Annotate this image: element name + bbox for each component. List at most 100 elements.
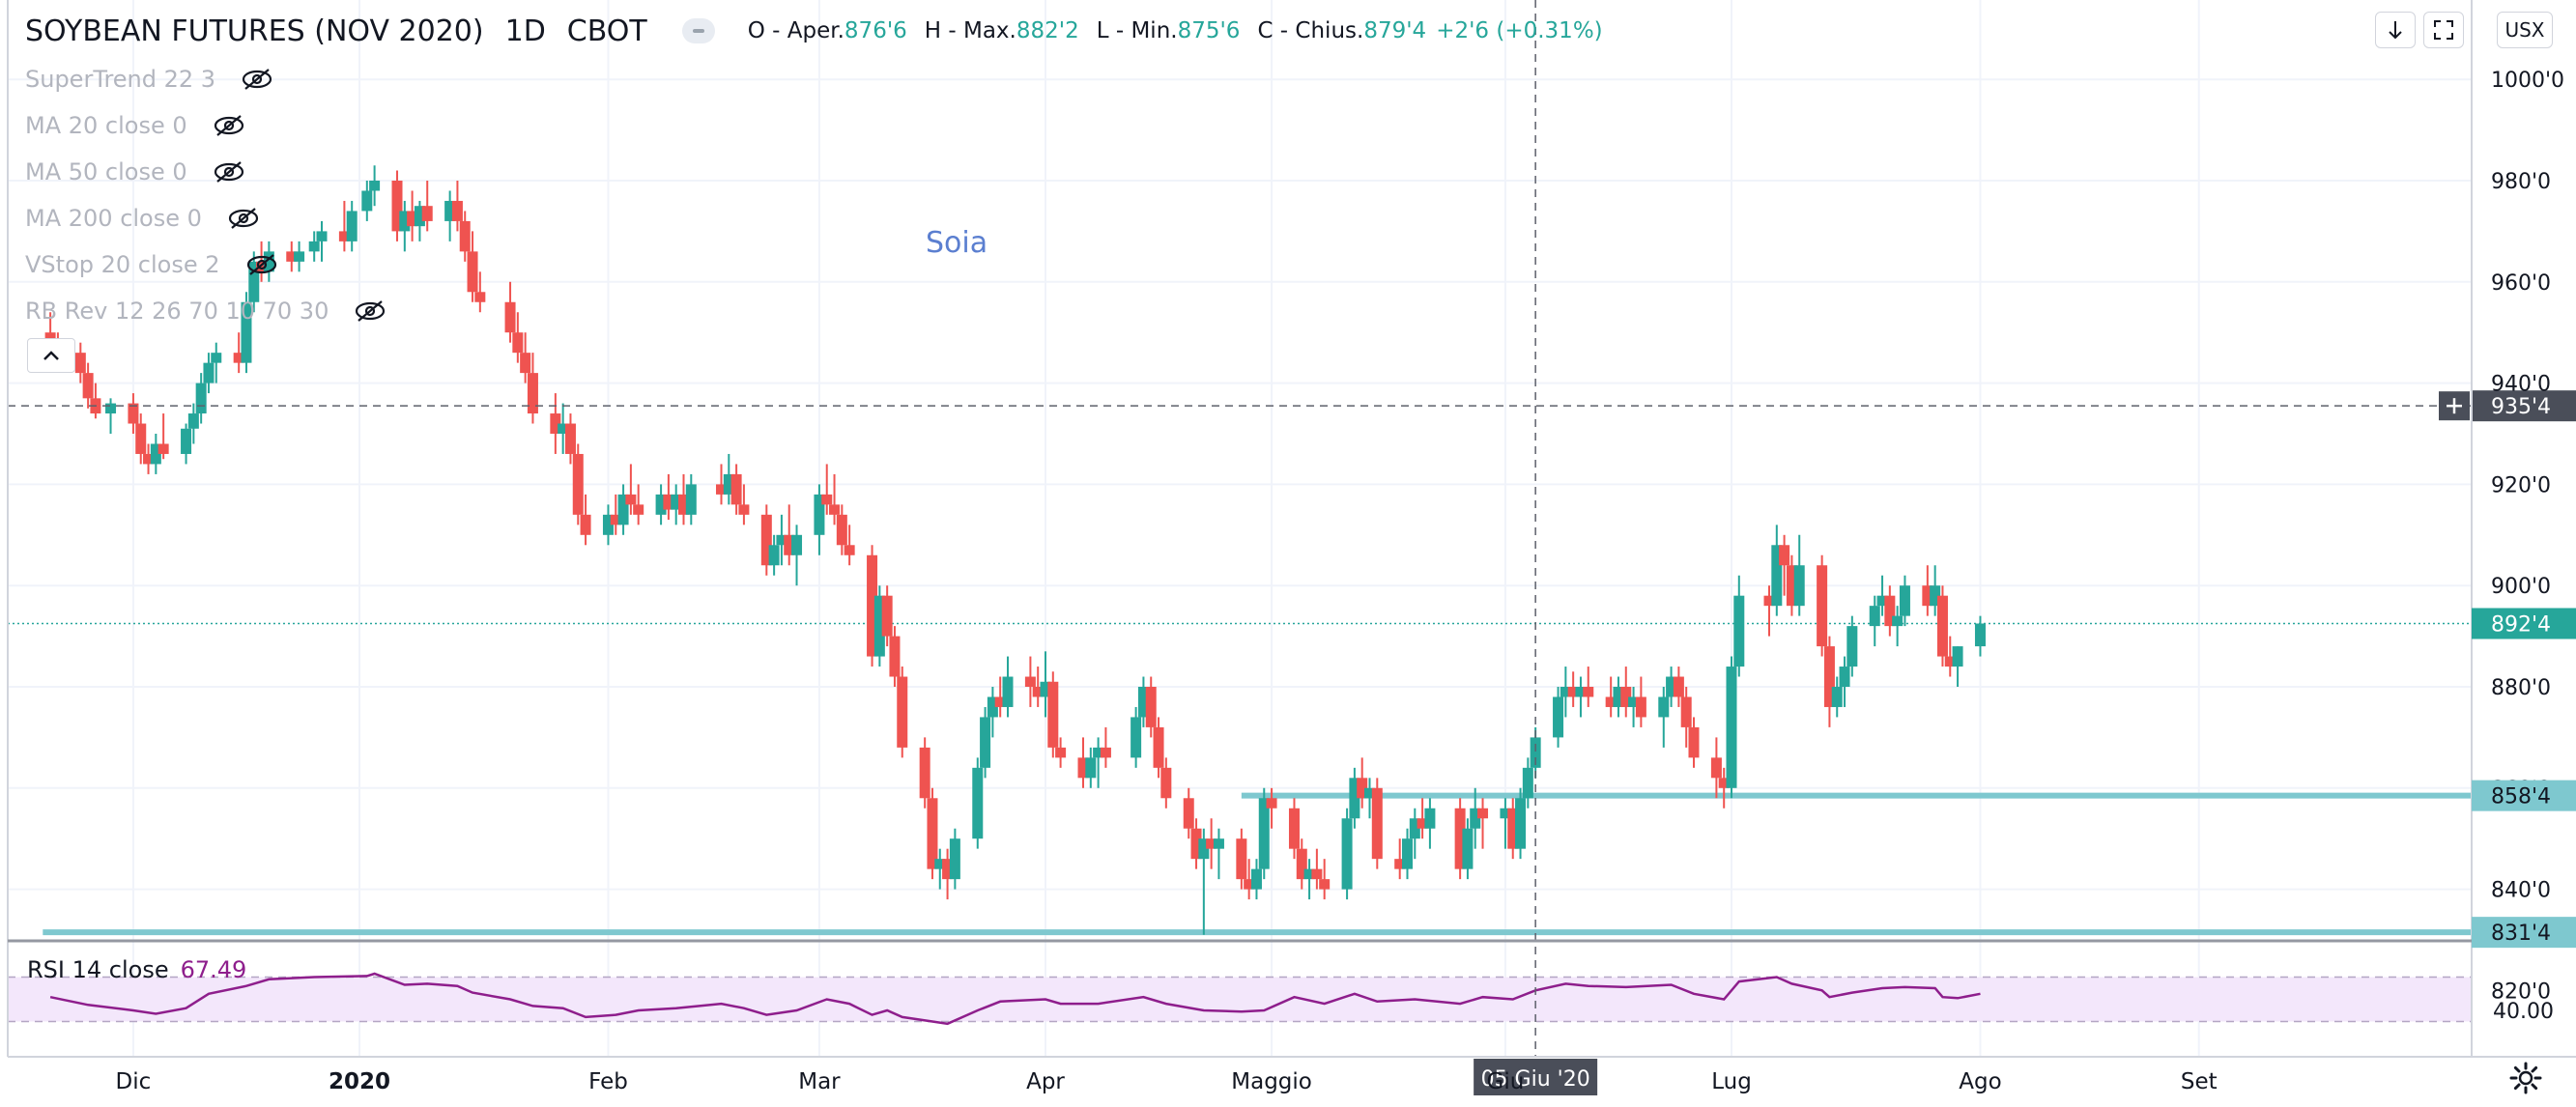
candle-body (1093, 747, 1104, 758)
currency-button[interactable]: USX (2497, 12, 2553, 48)
candle (1417, 798, 1428, 839)
eye-off-icon[interactable] (245, 253, 278, 276)
candle (873, 585, 885, 667)
candle (1153, 717, 1164, 779)
candle (1394, 838, 1406, 880)
candle-body (1974, 623, 1986, 647)
level-price-tag (2472, 780, 2576, 811)
candle-body (1394, 859, 1406, 869)
candle (1183, 787, 1194, 839)
candle (1771, 525, 1783, 616)
candle-body (580, 514, 591, 535)
candle-body (602, 514, 614, 535)
eye-off-icon[interactable] (213, 114, 245, 137)
candle (602, 504, 614, 546)
candle-body (1936, 595, 1948, 657)
candle-body (677, 494, 689, 515)
candle (949, 828, 960, 890)
candle (814, 484, 825, 555)
indicator-vstop[interactable]: VStop 20 close 2 (25, 241, 386, 288)
collapse-legend-button[interactable] (681, 18, 715, 43)
candle-body (760, 514, 772, 566)
candle-body (338, 231, 350, 241)
candle-body (934, 859, 946, 869)
candle (1793, 534, 1805, 616)
candle-body (685, 484, 697, 515)
candle-body (1206, 838, 1217, 849)
y-tick-label: 1000'0 (2491, 69, 2564, 93)
candle (1786, 554, 1797, 616)
candle (730, 464, 742, 515)
candle-body (550, 413, 561, 434)
candle (1763, 585, 1775, 637)
gear-icon[interactable] (2508, 1061, 2543, 1095)
candle-body (1040, 681, 1051, 697)
axes: 820'0840'0860'0880'0900'0920'0940'0960'0… (7, 0, 2576, 1094)
candle (233, 332, 244, 374)
ohlc-change-value: +2'6 (+0.31%) (1436, 18, 1603, 43)
candle-body (1688, 726, 1700, 758)
candle (1658, 687, 1670, 748)
candle (263, 241, 274, 282)
current-price-label: 892'4 (2491, 613, 2551, 638)
candle-body (1876, 595, 1888, 607)
fullscreen-button[interactable] (2423, 12, 2464, 48)
eye-off-icon[interactable] (227, 207, 260, 230)
indicator-ma20[interactable]: MA 20 close 0 (25, 102, 386, 149)
candle (1553, 687, 1564, 748)
candle (610, 494, 621, 535)
candle (1869, 595, 1880, 647)
candle (1733, 575, 1745, 677)
candle (1710, 737, 1722, 799)
candle (972, 757, 984, 849)
candle-body (881, 595, 893, 637)
ohlc-high-value: 882'2 (1016, 18, 1079, 43)
eye-off-icon[interactable] (354, 299, 386, 323)
candle-body (927, 798, 938, 869)
symbol-title[interactable]: SOYBEAN FUTURES (NOV 2020) (25, 14, 484, 48)
candle-body (1131, 717, 1142, 758)
candle-body (1190, 828, 1202, 860)
level-price-tag (2472, 917, 2576, 949)
rsi-line (49, 972, 1981, 1026)
candle-body (1198, 838, 1210, 860)
candle (399, 200, 411, 252)
candle-body (610, 514, 621, 525)
candle (738, 484, 750, 525)
candle-body (1100, 747, 1111, 758)
collapse-indicators-button[interactable] (27, 338, 75, 373)
candle (1047, 671, 1059, 758)
eye-off-icon[interactable] (241, 68, 273, 91)
candle (1831, 676, 1843, 718)
candle-body (474, 292, 486, 302)
x-tick-label: Dic (116, 1069, 152, 1094)
candle-body (451, 200, 463, 221)
y-tick-label: 900'0 (2491, 575, 2551, 599)
candle (1673, 667, 1684, 707)
rsi-legend[interactable]: RSI 14 close 67.49 (27, 956, 246, 983)
candle-body (1357, 778, 1368, 799)
eye-off-icon[interactable] (213, 160, 245, 184)
candle-body (1930, 585, 1941, 607)
interval-label[interactable]: 1D (504, 14, 546, 48)
indicator-ma200[interactable]: MA 200 close 0 (25, 195, 386, 241)
candle-body (1786, 565, 1797, 607)
indicator-ma50[interactable]: MA 50 close 0 (25, 149, 386, 195)
y-tick-label: 840'0 (2491, 879, 2551, 903)
arrow-down-button[interactable] (2375, 12, 2416, 48)
candle (1470, 787, 1481, 849)
candle-body (1250, 868, 1262, 890)
candle (82, 362, 94, 409)
candle (1363, 778, 1375, 819)
candle (1605, 676, 1617, 718)
candle-body (1266, 798, 1277, 809)
price-levels (8, 622, 2472, 1023)
candle (467, 231, 478, 302)
indicator-supertrend[interactable]: SuperTrend 22 3 (25, 56, 386, 102)
indicator-rbrev[interactable]: RB Rev 12 26 70 10 70 30 (25, 288, 386, 334)
candle (580, 494, 591, 546)
candle-body (1137, 687, 1149, 718)
text-annotation[interactable]: Soia (926, 226, 988, 260)
level-price-label: 831'4 (2491, 922, 2551, 946)
